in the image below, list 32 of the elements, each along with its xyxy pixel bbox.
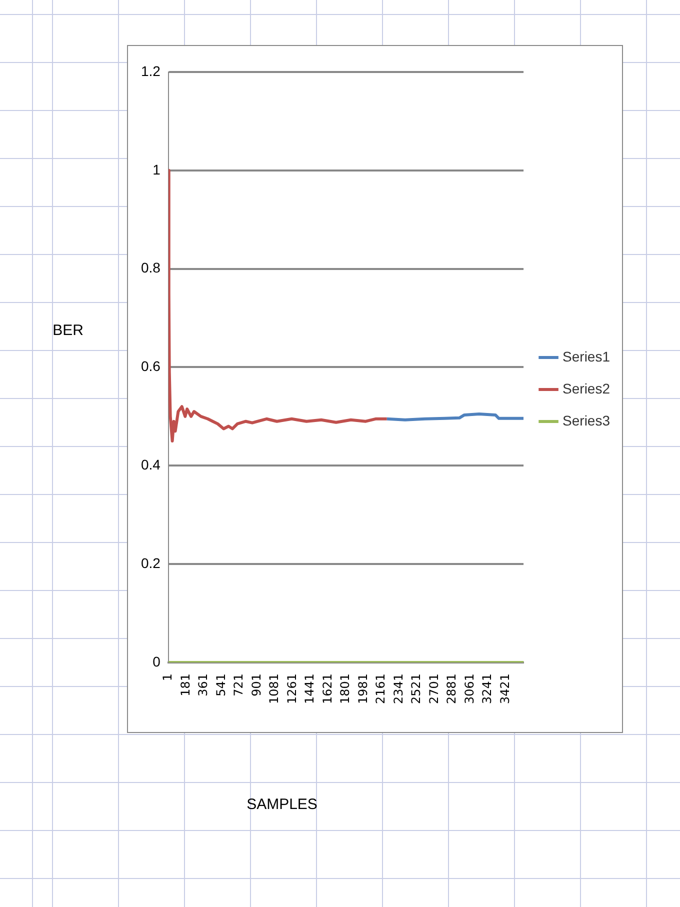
x-tick-label: 3241: [480, 673, 494, 704]
x-tick-label: 1621: [320, 673, 334, 704]
y-tick-label: 0.8: [140, 260, 161, 276]
x-tick-label: 1801: [338, 673, 352, 704]
legend-label: Series2: [562, 380, 610, 396]
x-tick-label: 721: [232, 673, 246, 696]
text: SAMPLES: [246, 796, 318, 814]
y-tick-label: 0.4: [140, 456, 161, 472]
x-tick-label: 361: [196, 673, 210, 696]
x-tick-label: 1081: [267, 673, 282, 704]
x-tick-label: 3061: [462, 673, 476, 704]
x-tick-label: 541: [214, 673, 228, 696]
x-tick-label: 1441: [302, 673, 317, 704]
y-tick-label: 1: [152, 161, 161, 178]
x-tick-label: 2341: [391, 673, 406, 704]
x-tick-label: 2701: [426, 673, 441, 704]
x-tick-label: 1261: [284, 673, 299, 704]
legend-label: Series3: [562, 412, 610, 428]
x-tick-label: 181: [178, 673, 192, 696]
x-tick-label: 1: [160, 673, 175, 682]
x-tick-label: 3421: [498, 673, 512, 704]
x-tick-label: 1981: [356, 673, 370, 704]
y-axis-title: BER: [52, 322, 84, 340]
y-tick-label: 0: [152, 653, 161, 670]
legend-label: Series1: [562, 348, 610, 364]
x-tick-label: 2881: [444, 673, 459, 704]
y-tick-label: 0.2: [140, 554, 161, 571]
x-tick-label: 2521: [409, 673, 424, 704]
x-tick-label: 901: [249, 673, 264, 696]
y-tick-label: 0.6: [140, 358, 161, 374]
x-tick-label: 2161: [374, 673, 388, 704]
y-tick-label: 1.2: [140, 62, 161, 79]
